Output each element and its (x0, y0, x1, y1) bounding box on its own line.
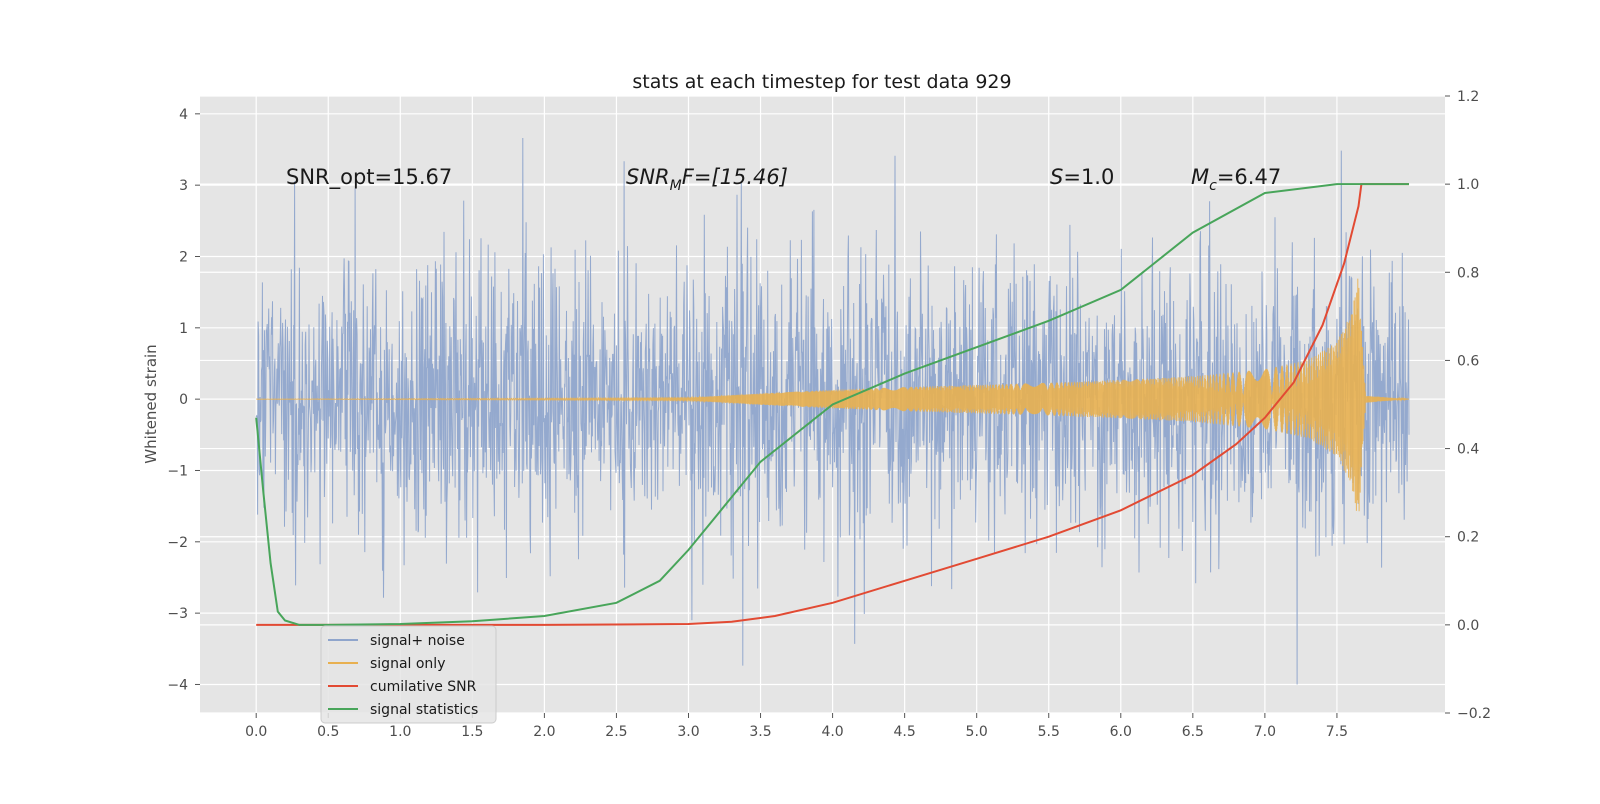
y-tick-label-1: −3 (167, 606, 188, 622)
x-tick-label-15: 7.5 (1326, 724, 1348, 740)
legend-label-signal: signal only (370, 656, 445, 672)
y2-tick-label-4: 0.6 (1457, 353, 1479, 369)
x-tick-label-7: 3.5 (749, 724, 771, 740)
annotation-s: S=1.0 (1050, 165, 1114, 189)
x-tick-label-3: 1.5 (461, 724, 483, 740)
y-tick-label-6: 2 (179, 249, 188, 265)
statistic-lines (255, 183, 1409, 626)
y2-tick-label-1: 0.0 (1457, 618, 1479, 634)
y2-tick-label-7: 1.2 (1457, 89, 1479, 105)
x-tick-label-1: 0.5 (317, 724, 339, 740)
y2-tick-label-5: 0.8 (1457, 265, 1479, 281)
y2-tick-label-6: 1.0 (1457, 177, 1479, 193)
x-tick-label-11: 5.5 (1038, 724, 1060, 740)
x-tick-label-13: 6.5 (1182, 724, 1204, 740)
mc-subscript: c (1209, 178, 1217, 194)
y-tick-label-4: 0 (179, 392, 188, 408)
chart-title: stats at each timestep for test data 929 (632, 71, 1011, 93)
legend-label-noise: signal+ noise (370, 633, 465, 649)
snr-mf-value: F=[15.46] (682, 165, 788, 189)
x-tick-label-5: 2.5 (605, 724, 627, 740)
y-tick-label-2: −2 (167, 535, 188, 551)
snr-mf-subscript: M (670, 178, 682, 194)
y2-tick-label-0: −0.2 (1457, 706, 1491, 722)
legend: signal+ noise signal only cumilative SNR… (320, 625, 497, 724)
snr-mf-symbol: SNR (626, 165, 670, 189)
signal-only-trace (255, 278, 1410, 512)
x-tick-label-9: 4.5 (894, 724, 916, 740)
y-tick-label-7: 3 (179, 178, 188, 194)
signal-only-series (255, 278, 1410, 512)
x-tick-label-14: 7.0 (1254, 724, 1276, 740)
mc-symbol: M (1191, 165, 1209, 189)
signal-statistics-line (255, 183, 1409, 626)
x-tick-label-12: 6.0 (1110, 724, 1132, 740)
y-tick-label-8: 4 (179, 107, 188, 123)
legend-box (320, 625, 497, 724)
legend-label-stats: signal statistics (370, 702, 478, 718)
cumulative-snr-line (256, 183, 1409, 626)
y-tick-label-3: −1 (167, 463, 188, 479)
axis-ticks: 0.0 0.5 1.0 1.5 2.0 2.5 3.0 3.5 4.0 4.5 5.0 5.5 6.0 6… (167, 89, 1491, 740)
y-tick-label-0: −4 (167, 677, 188, 693)
signal-noise-series (255, 137, 1410, 685)
x-tick-label-0: 0.0 (245, 724, 267, 740)
signal-noise-trace (255, 137, 1410, 685)
y-tick-label-5: 1 (179, 321, 188, 337)
x-tick-label-4: 2.0 (533, 724, 555, 740)
x-tick-label-2: 1.0 (389, 724, 411, 740)
annotation-snr-opt: SNR_opt=15.67 (286, 165, 452, 190)
legend-label-snr: cumilative SNR (370, 679, 477, 695)
s-symbol: S (1050, 165, 1063, 189)
x-tick-label-6: 3.0 (677, 724, 699, 740)
y-axis-label: Whitened strain (142, 344, 160, 463)
x-tick-label-10: 5.0 (966, 724, 988, 740)
mc-value: =6.47 (1217, 165, 1281, 189)
y2-tick-label-3: 0.4 (1457, 442, 1479, 458)
x-tick-label-8: 4.0 (821, 724, 843, 740)
s-value: =1.0 (1063, 165, 1114, 189)
annotation-mc: Mc=6.47 (1191, 165, 1281, 194)
y2-tick-label-2: 0.2 (1457, 530, 1479, 546)
annotation-snr-mf: SNRMF=[15.46] (626, 165, 788, 194)
